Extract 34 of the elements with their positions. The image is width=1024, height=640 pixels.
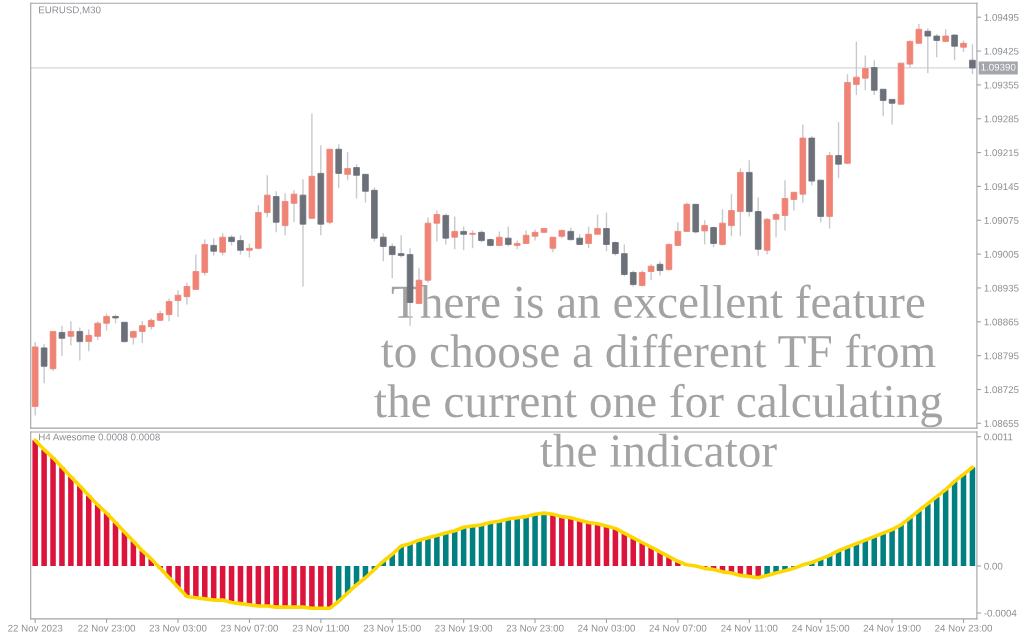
y-tick-label: 1.08725 bbox=[984, 386, 1019, 394]
x-tick-label: 23 Nov 11:00 bbox=[292, 624, 349, 632]
y-tick-label: 1.09075 bbox=[984, 217, 1019, 224]
chart-title: H4 Awesome 0.0008 0.0008 bbox=[39, 433, 160, 441]
x-tick-label: 24 Nov 23:00 bbox=[935, 624, 993, 632]
y-tick-label: 1.09355 bbox=[984, 81, 1019, 89]
y-tick-label: 1.09145 bbox=[984, 183, 1019, 191]
y-tick-label: 0.0011 bbox=[984, 433, 1013, 441]
y-tick-label: 0.00 bbox=[984, 562, 1003, 570]
x-tick-label: 23 Nov 15:00 bbox=[363, 624, 421, 632]
y-tick-label: 1.08795 bbox=[984, 352, 1019, 360]
x-tick-label: 24 Nov 15:00 bbox=[792, 624, 850, 632]
y-tick-label: 1.09215 bbox=[984, 149, 1019, 157]
y-tick-label: 1.09005 bbox=[984, 250, 1019, 258]
x-tick-label: 22 Nov 23:00 bbox=[78, 624, 136, 632]
y-tick-label: 1.08655 bbox=[984, 420, 1019, 427]
y-tick-label: -0.0004 bbox=[984, 609, 1017, 617]
x-tick-label: 23 Nov 03:00 bbox=[149, 624, 207, 632]
x-tick-label: 23 Nov 07:00 bbox=[220, 624, 278, 632]
y-tick-label: 1.08865 bbox=[984, 318, 1019, 326]
y-tick-label: 1.08935 bbox=[984, 284, 1019, 292]
y-tick-label: 1.09495 bbox=[984, 13, 1019, 21]
x-tick-label: 24 Nov 11:00 bbox=[721, 624, 778, 632]
x-tick-label: 24 Nov 19:00 bbox=[863, 624, 921, 632]
x-tick-label: 24 Nov 07:00 bbox=[649, 624, 707, 632]
x-tick-label: 23 Nov 19:00 bbox=[435, 624, 493, 632]
x-tick-label: 23 Nov 23:00 bbox=[506, 624, 564, 632]
ref-line-label: 1.09390 bbox=[981, 63, 1016, 71]
annotation: There is an excellent feature to choose a different TF from the current one for calculating the indicator bbox=[374, 284, 943, 468]
x-tick-label: 24 Nov 03:00 bbox=[578, 624, 635, 632]
x-tick-label: 22 Nov 2023 bbox=[8, 624, 63, 632]
y-tick-label: 1.09285 bbox=[984, 115, 1019, 123]
chart-title: EURUSD,M30 bbox=[39, 6, 101, 15]
y-tick-label: 1.09425 bbox=[984, 47, 1019, 55]
